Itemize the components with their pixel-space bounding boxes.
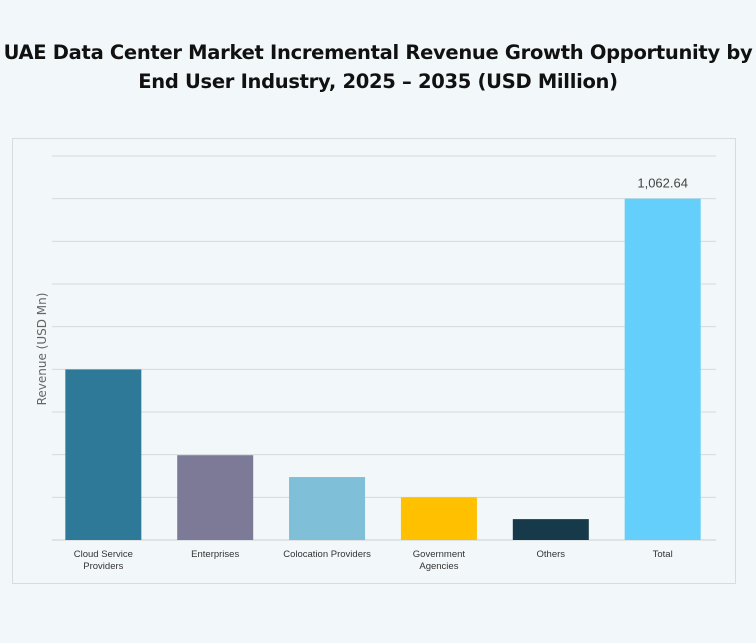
bar-colocation-providers [289,477,366,540]
y-axis-label: Revenue (USD Mn) [35,293,49,406]
bar-total [624,198,701,540]
x-tick-label: Others [537,549,566,560]
chart-title: UAE Data Center Market Incremental Reven… [3,41,753,93]
data-label: 1,062.64 [637,176,688,191]
bar-cloud-service-providers [65,369,142,540]
x-tick-label: Colocation Providers [283,549,371,560]
bar-enterprises [177,455,254,540]
x-tick-label: Enterprises [191,549,239,560]
x-tick-label: Cloud Service Providers [74,549,133,572]
x-tick-label: Government Agencies [413,549,466,572]
x-tick-label: Total [653,549,673,560]
bar-others [512,519,589,540]
bar-government-agencies [400,497,477,540]
